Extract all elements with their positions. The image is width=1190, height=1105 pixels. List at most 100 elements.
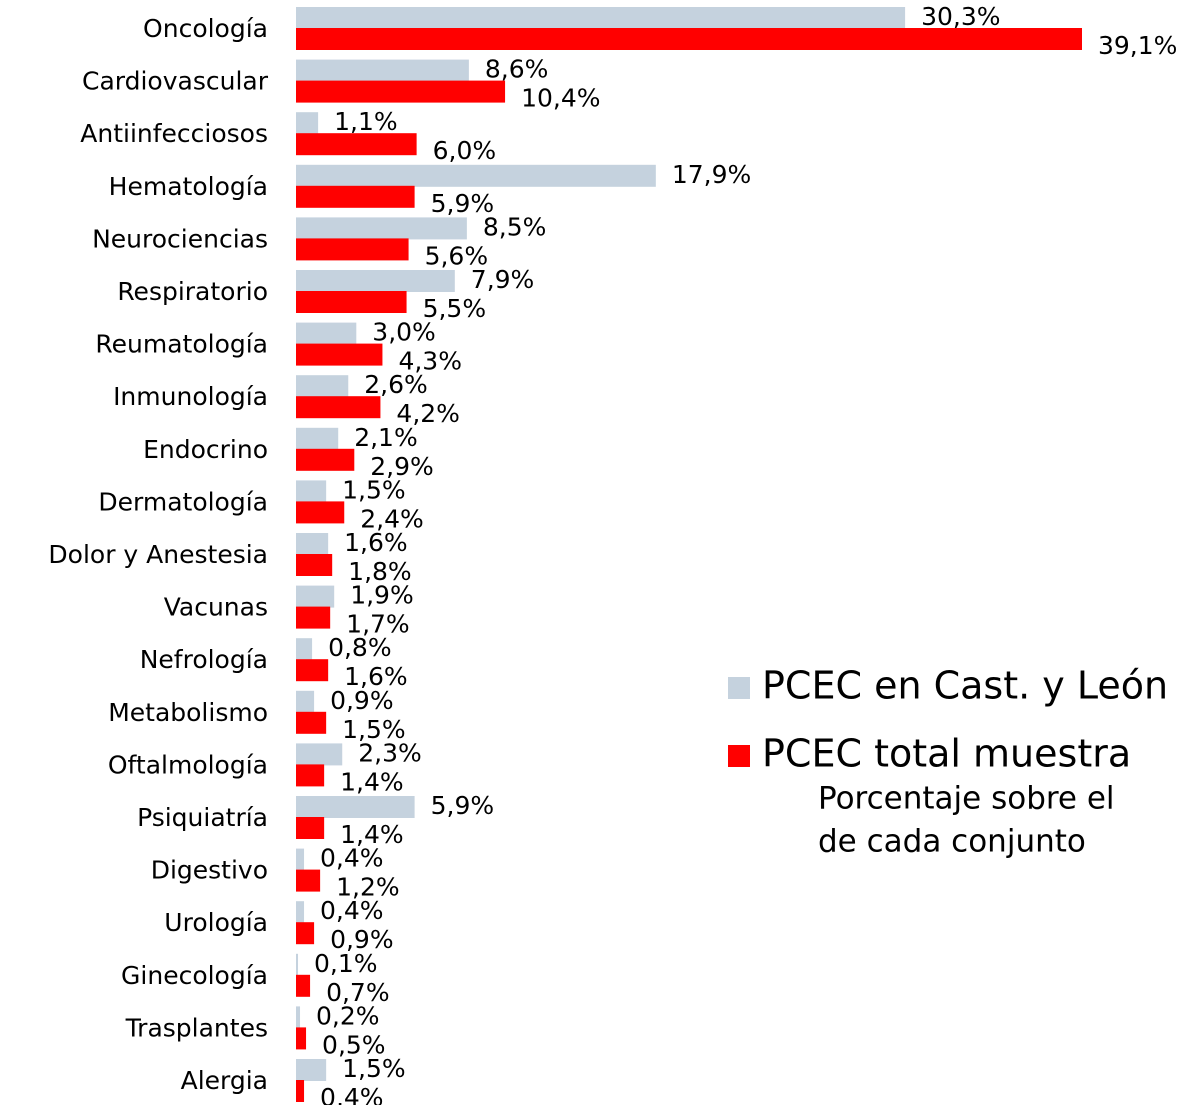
value-label: 8,6% — [485, 55, 549, 84]
bar — [296, 7, 906, 29]
bar — [296, 585, 335, 608]
bar — [296, 343, 383, 366]
legend-swatch — [728, 677, 750, 699]
value-label: 5,9% — [431, 189, 495, 218]
category-label: Alergia — [181, 1066, 268, 1095]
category-label: Hematología — [109, 172, 268, 201]
value-label: 0,5% — [322, 1030, 386, 1059]
bar — [296, 764, 325, 787]
value-label: 6,0% — [433, 136, 497, 165]
value-label: 2,1% — [354, 423, 418, 452]
bar — [296, 817, 325, 839]
bar — [296, 690, 315, 713]
value-label: 2,4% — [360, 504, 424, 533]
bar — [296, 375, 349, 398]
bar — [296, 291, 407, 313]
bar — [296, 659, 329, 682]
value-label: 0,4% — [320, 1083, 384, 1105]
bar — [296, 59, 469, 82]
value-label: 4,2% — [396, 399, 460, 428]
category-label: Nefrología — [140, 645, 268, 674]
category-label: Vacunas — [164, 593, 268, 622]
value-label: 1,6% — [344, 662, 408, 691]
category-label: Reumatología — [95, 330, 268, 359]
value-label: 0,1% — [314, 949, 378, 978]
category-label: Oncología — [143, 14, 268, 43]
bar — [296, 164, 656, 187]
value-label: 2,3% — [358, 738, 422, 767]
category-label: Antiinfecciosos — [80, 119, 268, 148]
bar — [296, 796, 415, 818]
annotation: Porcentaje sobre el — [818, 781, 1115, 817]
bar — [296, 743, 343, 766]
bar — [296, 1059, 327, 1081]
value-label: 5,5% — [423, 294, 487, 323]
value-label: 0,4% — [320, 896, 384, 925]
bar — [296, 1006, 301, 1029]
bar — [296, 554, 333, 576]
bar — [296, 1080, 305, 1102]
bar — [296, 396, 381, 419]
value-label: 4,3% — [398, 347, 462, 376]
value-label: 1,1% — [334, 107, 398, 136]
value-label: 2,6% — [364, 370, 428, 399]
value-label: 2,9% — [370, 452, 434, 481]
value-label: 1,5% — [342, 475, 406, 504]
bar — [296, 80, 506, 103]
category-label: Inmunología — [113, 382, 268, 411]
category-label: Endocrino — [143, 435, 268, 464]
bar — [296, 238, 409, 261]
bar — [296, 953, 299, 976]
category-label: Trasplantes — [125, 1013, 268, 1042]
value-label: 3,0% — [372, 318, 436, 347]
bar — [296, 901, 305, 924]
bar — [296, 638, 313, 661]
value-label: 0,4% — [320, 844, 384, 873]
category-label: Metabolismo — [108, 698, 268, 727]
value-label: 30,3% — [921, 2, 1000, 31]
bar — [296, 448, 355, 471]
legend-label: PCEC en Cast. y León — [762, 664, 1168, 708]
category-label: Respiratorio — [117, 277, 268, 306]
value-label: 1,6% — [344, 528, 408, 557]
category-label: Dolor y Anestesia — [48, 540, 268, 569]
legend-swatch — [728, 745, 750, 767]
bar — [296, 869, 321, 892]
value-label: 7,9% — [471, 265, 535, 294]
value-label: 0,7% — [326, 978, 390, 1007]
value-label: 39,1% — [1098, 31, 1177, 60]
value-label: 0,2% — [316, 1001, 380, 1030]
value-label: 5,9% — [431, 791, 495, 820]
category-label: Dermatología — [98, 487, 268, 516]
value-label: 0,8% — [328, 633, 392, 662]
value-label: 8,5% — [483, 212, 547, 241]
bar — [296, 217, 467, 240]
bar — [296, 322, 357, 345]
bar — [296, 133, 417, 156]
bar — [296, 270, 455, 292]
value-label: 1,4% — [340, 820, 404, 849]
bar — [296, 480, 327, 503]
value-label: 1,2% — [336, 873, 400, 902]
bar — [296, 848, 305, 871]
annotation: de cada conjunto — [818, 824, 1086, 860]
bar — [296, 1027, 307, 1050]
value-label: 1,5% — [342, 1054, 406, 1083]
bar — [296, 28, 1082, 50]
bar — [296, 533, 329, 555]
category-label: Neurociencias — [92, 224, 268, 253]
value-label: 1,4% — [340, 767, 404, 796]
bar — [296, 185, 415, 208]
value-label: 1,8% — [348, 557, 412, 586]
bar — [296, 112, 319, 135]
bar — [296, 711, 327, 734]
category-label: Oftalmología — [108, 750, 268, 779]
value-label: 1,5% — [342, 715, 406, 744]
bar — [296, 974, 311, 997]
category-label: Cardiovascular — [82, 67, 269, 96]
bar — [296, 501, 345, 524]
value-label: 0,9% — [330, 925, 394, 954]
value-label: 10,4% — [521, 84, 600, 113]
category-label: Psiquiatría — [137, 803, 268, 832]
